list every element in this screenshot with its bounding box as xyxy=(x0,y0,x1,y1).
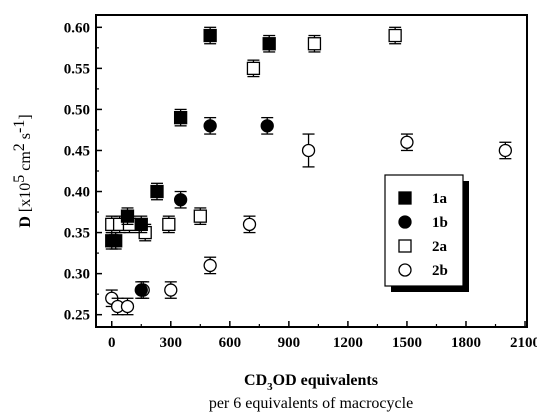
series-2b-point xyxy=(498,143,513,158)
y-axis-label-close: ] xyxy=(17,114,34,119)
x-tick-label: 1500 xyxy=(392,335,422,351)
y-tick-label: 0.45 xyxy=(64,143,90,159)
legend-label-2b: 2b xyxy=(432,263,448,279)
x-axis-label-post: OD equivalents xyxy=(273,372,378,389)
series-2b-point xyxy=(301,143,316,158)
y-tick-label: 0.25 xyxy=(64,308,90,324)
x-tick-label: 900 xyxy=(278,335,301,351)
series-1a-point xyxy=(262,37,276,51)
x-axis-label-pre: CD xyxy=(244,372,267,389)
series-1a-point xyxy=(150,184,164,199)
series-2b-point xyxy=(400,135,414,149)
x-tick-label: 2100 xyxy=(510,335,537,351)
series-2b-point xyxy=(120,299,135,314)
x-axis-note: per 6 equivalents of macrocycle xyxy=(209,395,413,412)
series-1b-point xyxy=(203,119,217,133)
legend-marker-1a xyxy=(398,191,412,205)
y-axis-label-main: D xyxy=(17,212,34,228)
x-tick-label: 0 xyxy=(108,335,116,351)
y-tick-label: 0.55 xyxy=(64,61,90,77)
series-1a-point xyxy=(203,28,217,43)
y-tick-label: 0.35 xyxy=(64,226,90,242)
legend-box xyxy=(384,174,464,287)
series-1b-point xyxy=(173,193,188,207)
series-1a-point xyxy=(173,110,188,125)
legend-items: 1a 1b 2a 2b xyxy=(398,191,448,279)
series-1b-point xyxy=(260,119,274,133)
x-axis-label-sub: 3 xyxy=(267,381,273,393)
x-tick-label: 300 xyxy=(160,335,183,351)
y-axis-label-unit2: s xyxy=(17,133,34,143)
legend: 1a 1b 2a 2b xyxy=(384,174,469,292)
y-axis-label: D [x105 cm2 s-1] xyxy=(11,114,34,227)
y-tick-label: 0.60 xyxy=(64,20,90,36)
y-tick-label: 0.40 xyxy=(64,185,90,201)
legend-label-2a: 2a xyxy=(432,239,448,255)
x-tick-label: 1200 xyxy=(333,335,363,351)
series-1b-point xyxy=(134,283,148,297)
legend-marker-2a xyxy=(398,239,412,253)
series-2a-point xyxy=(307,37,322,51)
legend-label-1b: 1b xyxy=(432,215,448,231)
y-tick-label: 0.50 xyxy=(64,102,90,118)
y-axis-label-open: [x10 xyxy=(17,183,34,212)
series-1a-point xyxy=(134,217,148,232)
y-axis-label-exp3: -1 xyxy=(11,120,28,133)
series-2a-point xyxy=(193,209,207,223)
y-axis-label-unit: cm xyxy=(17,151,34,175)
x-axis-label: CD3OD equivalents xyxy=(244,372,378,393)
axis-ticks: 0 300 600 900 1200 1500 1800 2100 0.25 0.30 0.35 0.… xyxy=(64,20,537,351)
x-tick-label: 600 xyxy=(219,335,242,351)
y-axis-label-exp: 5 xyxy=(11,175,28,183)
legend-marker-1b xyxy=(398,215,412,229)
series-1a-point xyxy=(109,234,123,248)
series-2a-point xyxy=(162,217,176,232)
legend-label-1a: 1a xyxy=(432,191,448,207)
series-2b-point xyxy=(242,217,257,232)
y-axis-label-exp2: 2 xyxy=(11,143,28,151)
data-marks xyxy=(105,26,513,316)
y-tick-label: 0.30 xyxy=(64,267,90,283)
series-2a-point xyxy=(246,61,261,76)
x-tick-label: 1800 xyxy=(451,335,481,351)
series-1a-point xyxy=(120,209,135,223)
series-2a-point xyxy=(388,28,402,43)
series-2b-point xyxy=(164,283,178,297)
legend-marker-2b xyxy=(398,263,412,277)
series-2b-point xyxy=(203,258,217,273)
